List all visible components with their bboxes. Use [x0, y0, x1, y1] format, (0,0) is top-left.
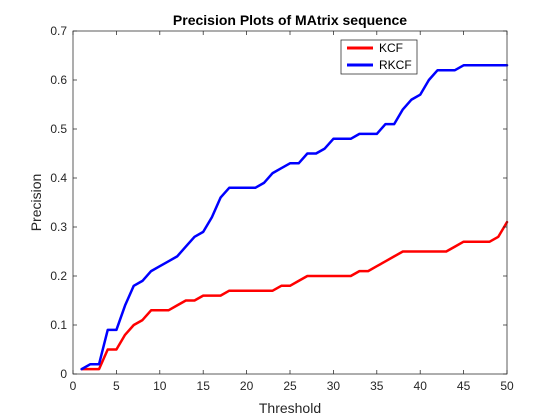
y-tick-label: 0.4: [50, 171, 67, 185]
x-tick-label: 10: [153, 379, 167, 393]
series-layer: [80, 64, 509, 371]
x-tick-label: 0: [70, 379, 77, 393]
x-tick-label: 5: [113, 379, 120, 393]
y-axis-label: Precision: [28, 174, 44, 232]
y-tick-label: 0.6: [50, 73, 67, 87]
y-tick-label: 0.5: [50, 122, 67, 136]
x-tick-label: 35: [370, 379, 384, 393]
y-tick-label: 0.1: [50, 318, 67, 332]
legend: KCF RKCF: [340, 39, 418, 75]
legend-entry-kcf: KCF: [379, 41, 403, 55]
x-tick-label: 45: [457, 379, 471, 393]
y-tick-label: 0.7: [50, 24, 67, 38]
legend-entry-rkcf: RKCF: [379, 58, 412, 72]
chart-title: Precision Plots of MAtrix sequence: [173, 12, 407, 28]
x-tick-label: 50: [500, 379, 514, 393]
y-tick-label: 0.2: [50, 269, 67, 283]
x-tick-label: 15: [197, 379, 211, 393]
x-tick-label: 30: [327, 379, 341, 393]
x-tick-label: 40: [414, 379, 428, 393]
y-tick-label: 0: [60, 367, 67, 381]
series-line-kcf: [80, 220, 509, 371]
y-tick-label: 0.3: [50, 220, 67, 234]
x-axis-label: Threshold: [259, 400, 321, 416]
series-line-rkcf: [80, 64, 509, 371]
x-tick-label: 20: [240, 379, 254, 393]
x-tick-label: 25: [283, 379, 297, 393]
ticks-layer: 0 5 10 15 20 25 30 35 40 45 50 0 0.1 0.2 0.3 0.4 0.5 0.6 0…: [50, 24, 514, 393]
legend-box: [340, 39, 418, 75]
